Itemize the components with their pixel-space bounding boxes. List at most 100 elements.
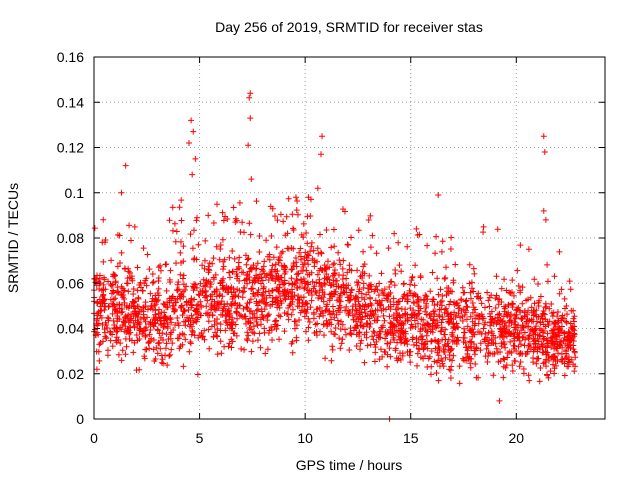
data-point [439,298,446,305]
data-point [372,307,379,314]
data-point [251,330,258,337]
data-point [455,305,462,312]
data-point [321,262,328,269]
data-point [552,333,559,340]
data-point [330,281,337,288]
data-point [276,254,283,261]
data-point [311,263,318,270]
data-point [133,332,140,339]
x-tick-label: 0 [90,430,98,446]
data-point [157,267,164,274]
data-point [205,212,212,219]
data-point [320,298,327,305]
data-point [247,296,254,303]
data-point [244,271,251,278]
data-point [310,247,317,254]
data-point [131,223,138,230]
data-point [553,334,560,341]
data-point [530,355,537,362]
data-point [130,313,137,320]
data-point [236,199,243,206]
data-point [256,330,263,337]
data-point [404,317,411,324]
data-point [254,322,261,329]
data-point [107,337,114,344]
data-point [402,310,409,317]
data-point [152,296,159,303]
data-point [468,285,475,292]
data-point [333,311,340,318]
data-point [331,260,338,267]
data-point [173,260,180,267]
data-point [298,231,305,238]
data-point [412,324,419,331]
data-point [308,297,315,304]
data-point [288,266,295,273]
data-point [316,287,323,294]
data-point [179,330,186,337]
data-point [322,307,329,314]
data-point [474,328,481,335]
data-point [411,317,418,324]
data-point [527,327,534,334]
data-point [531,276,538,283]
data-point [230,204,237,211]
data-point [307,304,314,311]
data-point [229,338,236,345]
data-point [285,316,292,323]
data-point [340,257,347,264]
data-point [155,310,162,317]
data-point [538,341,545,348]
data-point [449,329,456,336]
data-point [210,274,217,281]
data-point [528,318,535,325]
data-point [236,265,243,272]
data-point [269,336,276,343]
data-point [548,301,555,307]
data-point [398,268,405,275]
data-point [309,278,316,285]
data-point [155,296,162,303]
data-point [217,338,224,345]
data-point [432,250,439,257]
x-tick-label: 10 [297,430,313,446]
data-point [248,176,255,183]
data-point [359,323,366,330]
data-point [563,347,570,354]
chart-title: Day 256 of 2019, SRMTID for receiver sta… [215,19,483,35]
data-point [520,333,527,340]
data-point [201,257,208,264]
data-point [191,227,198,234]
data-point [270,254,277,261]
data-point [340,272,347,279]
data-point [513,324,520,331]
data-point [160,360,167,367]
data-point [449,338,456,345]
data-point [367,308,374,315]
data-point [570,342,577,349]
data-point [125,319,132,326]
data-point [516,330,523,337]
data-point [226,254,233,261]
data-point [155,264,162,271]
data-point [472,360,479,367]
data-point [463,297,470,304]
y-tick-label: 0.08 [57,230,84,246]
data-point [346,297,353,304]
data-point [220,263,227,270]
data-point [392,345,399,352]
data-point [304,213,311,220]
data-point [101,296,108,303]
data-point [437,299,444,306]
data-point [461,312,468,319]
data-point [171,220,178,227]
data-point [545,355,552,362]
data-point [100,291,107,298]
data-point [244,329,251,336]
data-point [330,226,337,233]
data-point [489,339,496,346]
data-point [299,303,306,310]
data-point [198,304,205,311]
data-point [114,325,121,332]
data-point [400,281,407,288]
